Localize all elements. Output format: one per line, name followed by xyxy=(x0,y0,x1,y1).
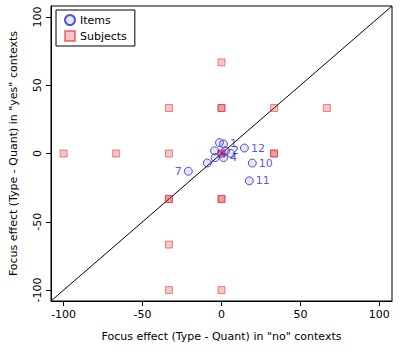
svg-text:Subjects: Subjects xyxy=(80,30,127,43)
svg-text:0: 0 xyxy=(31,150,44,157)
svg-text:-50: -50 xyxy=(134,308,152,321)
svg-text:100: 100 xyxy=(369,308,390,321)
svg-text:Focus effect (Type - Quant) in: Focus effect (Type - Quant) in "yes" con… xyxy=(7,31,20,276)
svg-text:100: 100 xyxy=(31,6,44,27)
svg-text:0: 0 xyxy=(218,308,225,321)
svg-text:4: 4 xyxy=(230,151,237,164)
svg-text:Items: Items xyxy=(80,14,111,27)
svg-text:50: 50 xyxy=(31,78,44,92)
svg-text:12: 12 xyxy=(251,142,265,155)
svg-text:-50: -50 xyxy=(31,213,44,231)
svg-text:11: 11 xyxy=(256,174,270,187)
svg-text:-100: -100 xyxy=(51,308,76,321)
svg-text:Focus effect (Type - Quant) in: Focus effect (Type - Quant) in "no" cont… xyxy=(102,330,342,343)
svg-text:7: 7 xyxy=(175,165,182,178)
svg-text:10: 10 xyxy=(259,157,273,170)
svg-text:-100: -100 xyxy=(31,278,44,303)
svg-text:50: 50 xyxy=(293,308,307,321)
